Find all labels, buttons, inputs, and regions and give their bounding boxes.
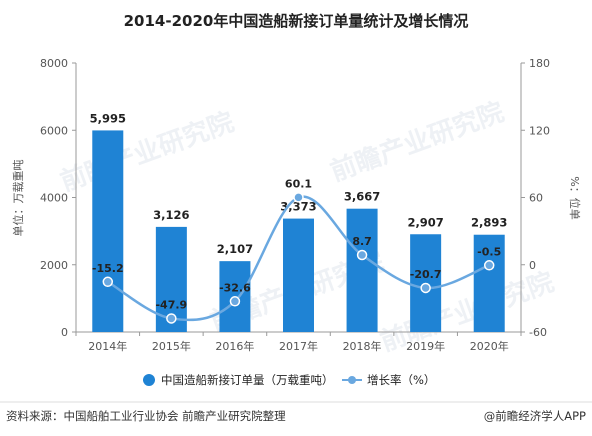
bar-data-label: 5,995 [90,111,126,125]
bar-data-label: 3,126 [153,208,189,222]
left-tick-label: 2000 [40,259,68,272]
line-data-label: 60.1 [285,177,312,190]
x-tick-label: 2014年 [88,339,127,353]
line-data-label: -15.2 [92,262,124,275]
bar-data-label: 3,667 [344,190,380,204]
line-data-label: 8.7 [352,235,372,248]
line-data-label: -47.9 [155,298,187,311]
chart-title: 2014-2020年中国造船新接订单量统计及增长情况 [124,12,469,30]
line-point [166,313,177,324]
left-tick-label: 0 [61,326,68,339]
legend-bar-label: 中国造船新接订单量（万载重吨） [161,373,334,387]
bar-data-label: 2,907 [407,215,443,229]
line-point [420,282,431,294]
right-tick-label: -60 [529,326,547,339]
x-tick-label: 2018年 [343,339,382,353]
legend: 中国造船新接订单量（万载重吨） 增长率（%） [143,373,435,387]
line-series: -15.2 -47.9 -32.6 60.1 8.7 -20.7 -0.5 [92,177,501,324]
x-tick-label: 2020年 [470,339,509,353]
right-y-axis: -60 0 60 120 180 [520,57,550,339]
line-point [483,260,495,271]
right-tick-label: 180 [529,57,550,70]
bar [92,130,124,332]
left-tick-label: 8000 [40,57,68,70]
line-data-label: -0.5 [477,245,501,258]
right-tick-label: 0 [529,259,536,272]
right-tick-label: 120 [529,124,550,137]
left-axis-label: 单位：万载重吨 [11,160,25,237]
legend-bar-swatch [143,374,155,386]
line-point [293,192,304,203]
right-tick-label: 60 [529,192,543,205]
bar-data-label: 2,893 [471,216,507,230]
x-tick-label: 2017年 [279,339,318,353]
line-data-label: -20.7 [410,268,442,281]
footer-brand: @前瞻经济学人APP [484,409,586,423]
left-tick-label: 4000 [40,192,68,205]
x-tick-label: 2015年 [152,339,191,353]
bar [346,208,378,332]
line-point [102,276,114,288]
bar [283,218,314,332]
watermark-text: 前瞻产业研究院 [376,266,558,357]
left-tick-label: 6000 [40,124,68,137]
bar-data-label: 2,107 [217,242,253,256]
right-axis-label: %：位单 [568,176,582,219]
x-tick-label: 2019年 [406,339,445,353]
line-data-label: -32.6 [219,281,251,294]
watermark-text: 前瞻产业研究院 [326,96,508,187]
bar [473,234,505,332]
legend-line-marker [348,376,356,384]
legend-line-label: 增长率（%） [367,373,435,387]
watermark-text: 前瞻产业研究院 [56,106,238,197]
line-point [356,249,368,261]
x-axis: 2014年 2015年 2016年 2017年 2018年 2019年 2020年 [75,331,522,353]
left-y-axis: 0 2000 4000 6000 8000 [40,57,77,339]
x-tick-label: 2016年 [215,339,254,353]
footer-source: 资料来源：中国船舶工业行业协会 前瞻产业研究院整理 [6,409,286,423]
line-point [229,296,241,307]
